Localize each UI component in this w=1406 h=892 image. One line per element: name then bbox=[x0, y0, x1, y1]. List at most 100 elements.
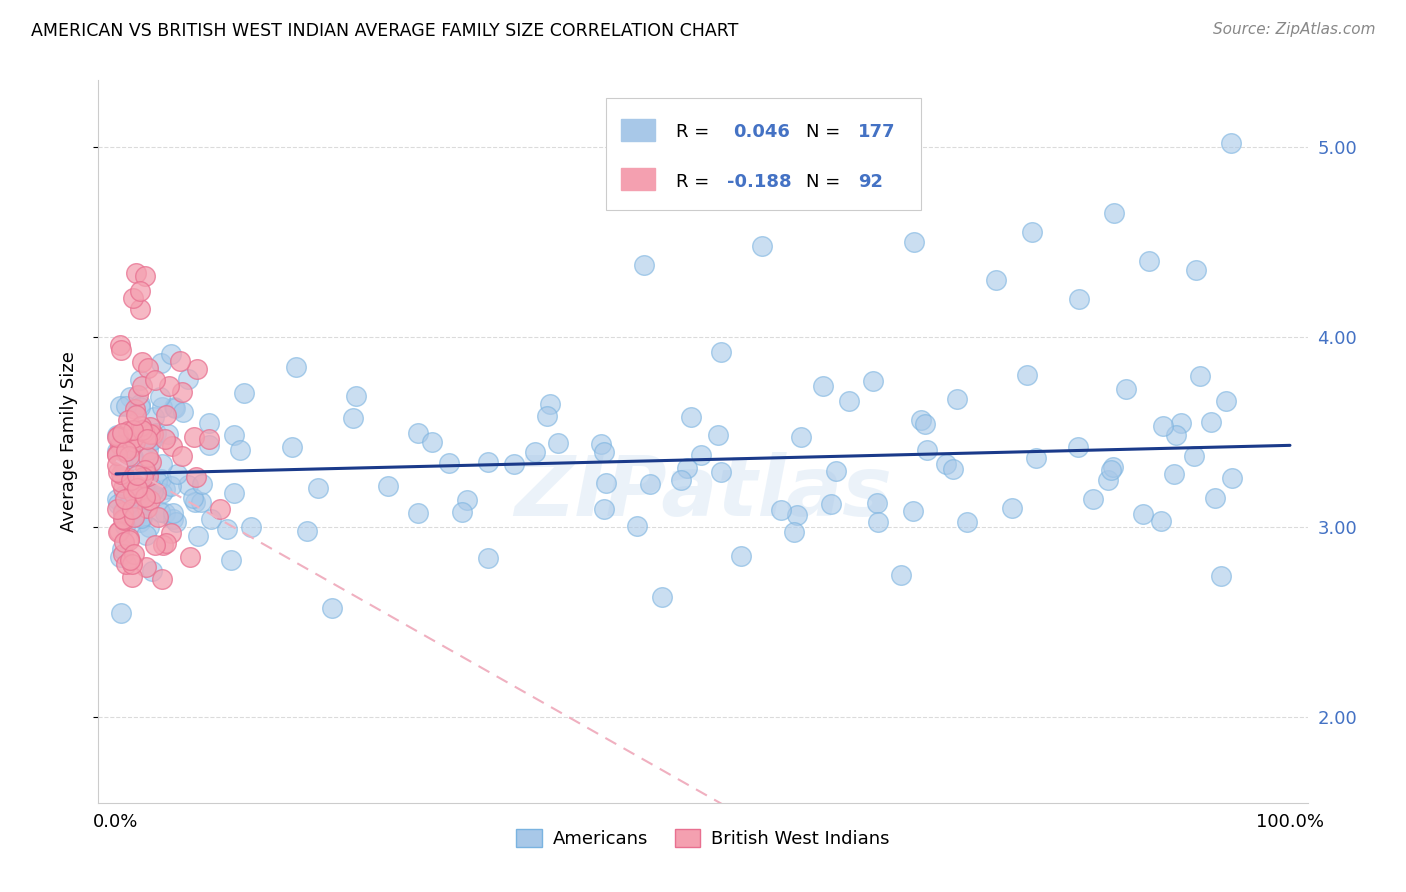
Point bbox=[125, 472, 148, 486]
Point bbox=[129, 511, 152, 525]
Point bbox=[108, 338, 131, 352]
Point bbox=[710, 345, 733, 359]
Point bbox=[150, 572, 173, 586]
Point bbox=[143, 373, 166, 387]
Point bbox=[155, 408, 177, 422]
Point bbox=[105, 430, 128, 444]
Point bbox=[219, 553, 242, 567]
Point bbox=[148, 510, 170, 524]
Point bbox=[135, 528, 157, 542]
Point bbox=[163, 401, 186, 415]
Point bbox=[232, 386, 254, 401]
Point bbox=[342, 411, 364, 425]
Point bbox=[187, 529, 209, 543]
Point bbox=[127, 508, 149, 522]
Point bbox=[1164, 428, 1187, 442]
Point bbox=[222, 427, 245, 442]
Point bbox=[1199, 415, 1222, 429]
Point bbox=[751, 238, 773, 252]
Point bbox=[127, 482, 149, 496]
Point bbox=[160, 439, 183, 453]
Point bbox=[146, 474, 169, 488]
Point bbox=[118, 501, 141, 516]
FancyBboxPatch shape bbox=[621, 119, 655, 141]
Point bbox=[127, 487, 149, 501]
Point bbox=[198, 432, 221, 446]
Text: 177: 177 bbox=[858, 123, 896, 141]
Point bbox=[160, 479, 183, 493]
Point bbox=[121, 502, 143, 516]
Point bbox=[1132, 508, 1154, 522]
Point bbox=[152, 538, 174, 552]
Text: 0.046: 0.046 bbox=[734, 123, 790, 141]
Point bbox=[184, 469, 207, 483]
Point bbox=[1204, 491, 1226, 506]
Point bbox=[1017, 368, 1039, 383]
Point bbox=[122, 431, 145, 445]
Point bbox=[128, 515, 150, 529]
Point bbox=[593, 502, 616, 516]
Point bbox=[1188, 368, 1211, 383]
Point bbox=[420, 435, 443, 450]
Point bbox=[121, 570, 143, 584]
FancyBboxPatch shape bbox=[621, 168, 655, 190]
Point bbox=[184, 495, 207, 509]
Point bbox=[122, 450, 145, 464]
Point bbox=[986, 273, 1008, 287]
Point bbox=[901, 504, 924, 518]
Point bbox=[626, 518, 648, 533]
Point bbox=[105, 448, 128, 462]
Text: Source: ZipAtlas.com: Source: ZipAtlas.com bbox=[1212, 22, 1375, 37]
Point bbox=[128, 302, 150, 317]
Point bbox=[114, 434, 136, 449]
Point bbox=[437, 456, 460, 470]
Point bbox=[110, 467, 132, 481]
Point bbox=[633, 258, 655, 272]
Point bbox=[122, 485, 145, 500]
Text: ZIPatlas: ZIPatlas bbox=[515, 451, 891, 533]
Point bbox=[114, 518, 136, 533]
Point bbox=[169, 354, 191, 368]
Point bbox=[124, 547, 146, 561]
Point bbox=[112, 547, 135, 561]
Point bbox=[1102, 206, 1125, 220]
Text: -0.188: -0.188 bbox=[727, 173, 792, 192]
Point bbox=[114, 444, 136, 458]
Text: N =: N = bbox=[806, 123, 839, 141]
Point bbox=[786, 508, 808, 522]
Point bbox=[862, 374, 884, 388]
Point bbox=[406, 506, 429, 520]
Point bbox=[783, 525, 806, 540]
Point bbox=[651, 590, 673, 604]
Point bbox=[125, 467, 148, 482]
Point bbox=[170, 384, 193, 399]
Point bbox=[142, 484, 165, 499]
Point bbox=[105, 428, 128, 442]
Point bbox=[593, 445, 616, 459]
Point bbox=[134, 490, 156, 504]
Point bbox=[172, 405, 194, 419]
Text: 92: 92 bbox=[858, 173, 883, 192]
Point bbox=[1137, 253, 1160, 268]
Point bbox=[149, 390, 172, 404]
Point bbox=[105, 444, 128, 458]
Point bbox=[117, 413, 139, 427]
Point bbox=[1081, 491, 1104, 506]
Point bbox=[890, 568, 912, 582]
Point bbox=[120, 473, 142, 487]
Point bbox=[547, 436, 569, 450]
Point bbox=[942, 462, 965, 476]
Point bbox=[117, 486, 139, 500]
Point bbox=[1150, 514, 1173, 528]
Point bbox=[129, 418, 152, 433]
Point bbox=[121, 557, 143, 571]
Point bbox=[156, 427, 179, 442]
Point bbox=[824, 464, 846, 478]
Point bbox=[141, 427, 163, 442]
Point bbox=[190, 495, 212, 509]
Point bbox=[121, 453, 143, 467]
Point bbox=[118, 449, 141, 463]
Point bbox=[107, 496, 129, 510]
Point bbox=[1067, 440, 1090, 454]
Point bbox=[155, 536, 177, 550]
